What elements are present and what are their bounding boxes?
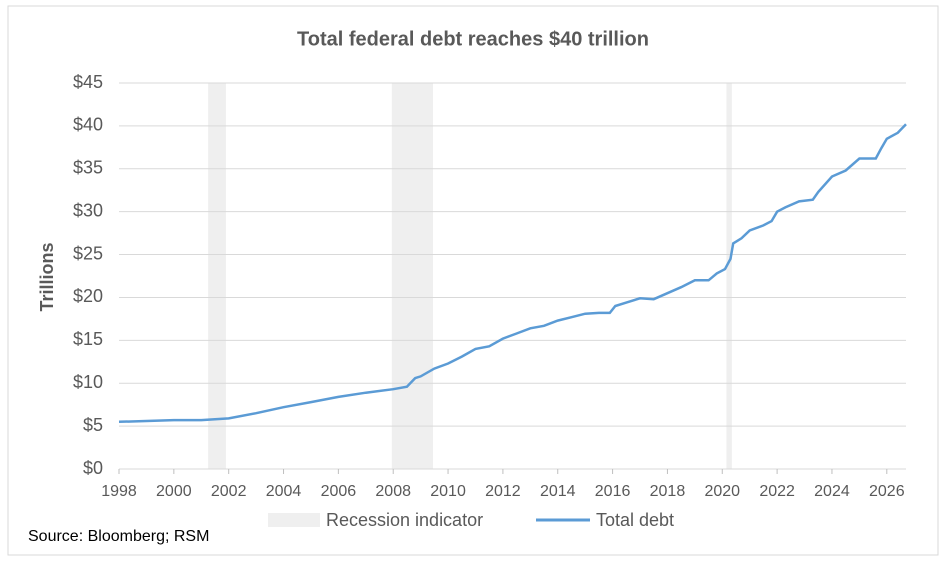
y-tick-label: $45: [73, 72, 103, 92]
plot: [118, 123, 907, 424]
y-axis-title: Trillions: [37, 242, 57, 311]
x-tick-label: 2014: [540, 483, 576, 500]
y-tick-label: $40: [73, 115, 103, 135]
y-tick-label: $35: [73, 158, 103, 178]
legend-label: Recession indicator: [326, 510, 483, 530]
x-tick-label: 2020: [704, 483, 740, 500]
x-tick-label: 2018: [650, 483, 686, 500]
y-tick-label: $20: [73, 286, 103, 306]
x-tick-label: 2026: [869, 483, 905, 500]
x-tick-label: 2010: [430, 483, 466, 500]
x-tick-label: 2004: [266, 483, 302, 500]
x-tick-label: 1998: [101, 483, 137, 500]
recession-band: [208, 83, 226, 469]
legend: Recession indicator Total debt: [268, 510, 674, 530]
debt-line: [118, 123, 907, 424]
y-tick-label: $5: [83, 415, 103, 435]
y-tick-label: $10: [73, 372, 103, 392]
x-tick-label: 2008: [375, 483, 411, 500]
chart-title: Total federal debt reaches $40 trillion: [297, 28, 649, 50]
x-tick-label: 2006: [321, 483, 357, 500]
x-tick-label: 2012: [485, 483, 521, 500]
x-tick-label: 2022: [759, 483, 795, 500]
y-tick-label: $15: [73, 329, 103, 349]
x-tick-label: 2000: [156, 483, 192, 500]
source-note: Source: Bloomberg; RSM: [28, 528, 209, 545]
axes: $0 $5 $10 $15 $20 $25 $30 $35 $40 $45 1998 2000 2002…: [73, 72, 906, 500]
chart-frame: [7, 5, 939, 556]
recession-band: [726, 83, 732, 469]
y-tick-label: $0: [83, 458, 103, 478]
x-tick-label: 2024: [814, 483, 850, 500]
legend-label: Total debt: [596, 510, 674, 530]
y-tick-label: $25: [73, 243, 103, 263]
legend-swatch: [268, 513, 320, 527]
recession-bands: [208, 83, 732, 469]
recession-band: [391, 83, 433, 469]
x-tick-label: 2002: [211, 483, 247, 500]
y-tick-label: $30: [73, 200, 103, 220]
x-tick-label: 2016: [595, 483, 631, 500]
